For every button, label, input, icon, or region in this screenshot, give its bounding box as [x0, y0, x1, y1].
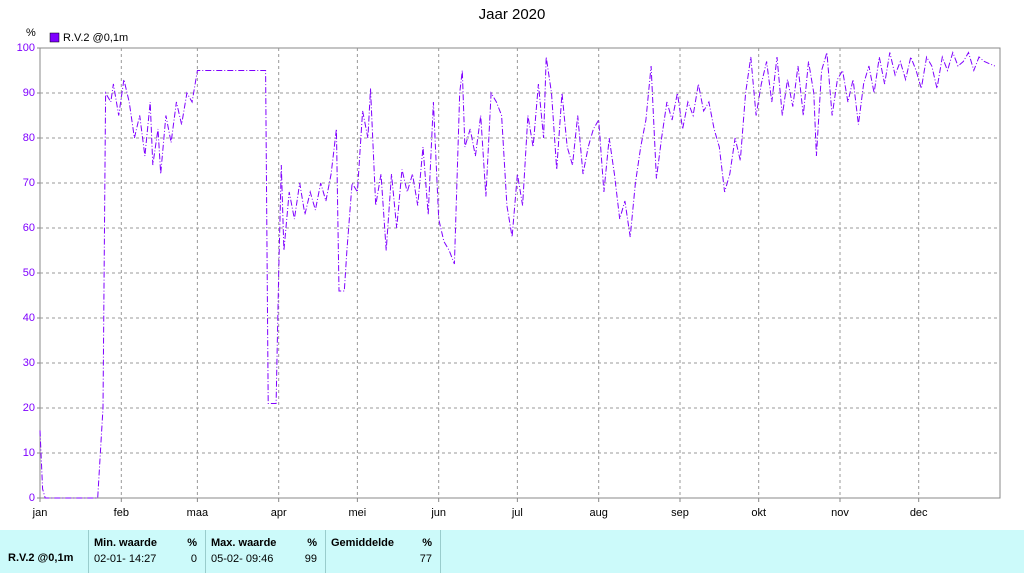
cell: R.V.2 @0,1m	[0, 530, 89, 573]
stats-table: R.V.2 @0,1m Min. waarde% 02-01- 14:27 0 Max…	[0, 530, 1024, 573]
legend-swatch	[49, 32, 60, 43]
column-header: Max. waarde	[211, 537, 277, 549]
x-tick-label: jul	[511, 507, 523, 519]
unit: %	[307, 537, 317, 549]
x-tick-label: feb	[114, 507, 129, 519]
x-tick-label: jun	[430, 507, 446, 519]
chart: Jaar 2020 % R.V.2 @0,1m 0 10 20 30 40 50 60 70 8…	[17, 6, 1001, 519]
y-tick-label: 70	[23, 177, 35, 189]
column-header: Gemiddelde	[331, 537, 394, 549]
y-tick-label: 50	[23, 267, 35, 279]
y-tick-label: 80	[23, 132, 35, 144]
x-tick-label: mei	[349, 507, 367, 519]
column-header: Min. waarde	[94, 537, 157, 549]
y-tick-label: 0	[29, 492, 35, 504]
y-tick-label: 30	[23, 357, 35, 369]
time: 05-02- 09:46	[211, 553, 274, 565]
chart-title: Jaar 2020	[479, 6, 546, 23]
data-line	[39, 50, 995, 499]
value: 0	[190, 553, 197, 565]
cell: Gemiddelde% 77	[325, 530, 441, 573]
y-tick-label: 100	[17, 42, 35, 54]
y-tick-label: 60	[23, 222, 35, 234]
unit: %	[187, 537, 197, 549]
x-tick-label: dec	[910, 507, 928, 519]
row-label: R.V.2 @0,1m	[8, 552, 74, 564]
x-tick-label: nov	[831, 507, 849, 519]
y-tick-label: 10	[23, 447, 35, 459]
value: 77	[419, 553, 432, 565]
legend-label: R.V.2 @0,1m	[63, 32, 128, 44]
y-axis-label: %	[26, 27, 36, 39]
x-tick-label: sep	[671, 507, 689, 519]
value: 99	[304, 553, 317, 565]
cell: Max. waarde% 05-02- 09:46 99	[205, 530, 326, 573]
cell: Min. waarde% 02-01- 14:27 0	[88, 530, 206, 573]
unit: %	[422, 537, 432, 549]
y-tick-label: 20	[23, 402, 35, 414]
x-tick-label: aug	[590, 507, 608, 519]
x-tick-label: maa	[187, 507, 209, 519]
y-tick-label: 90	[23, 87, 35, 99]
time: 02-01- 14:27	[94, 553, 157, 565]
x-tick-label: jan	[32, 507, 48, 519]
y-tick-label: 40	[23, 312, 35, 324]
x-tick-label: apr	[271, 507, 287, 519]
x-tick-label: okt	[751, 507, 766, 519]
